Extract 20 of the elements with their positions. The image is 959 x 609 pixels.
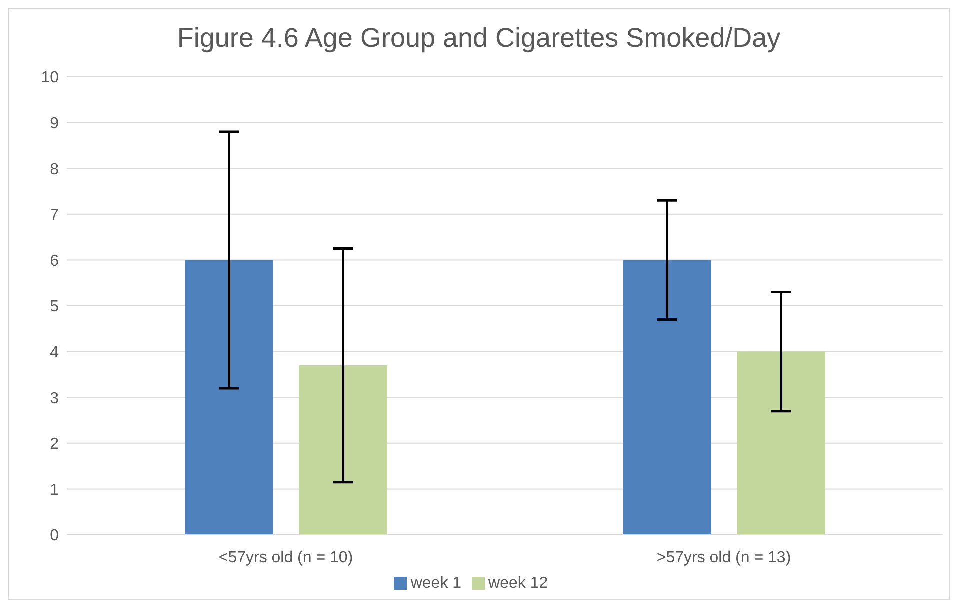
x-tick-label: >57yrs old (n = 13) — [656, 549, 792, 566]
legend-label: week 1 — [410, 575, 462, 592]
bar — [299, 366, 388, 535]
x-tick-label: <57yrs old (n = 10) — [218, 549, 354, 566]
legend-label: week 12 — [488, 575, 548, 592]
y-tick-label: 0 — [50, 528, 60, 545]
y-tick-label: 8 — [50, 161, 60, 178]
y-tick-label: 10 — [41, 70, 60, 87]
y-tick-label: 2 — [50, 436, 60, 454]
y-tick-label: 4 — [50, 344, 60, 362]
y-tick-label: 7 — [50, 207, 60, 224]
bar — [623, 260, 712, 535]
y-tick-label: 9 — [50, 115, 60, 132]
y-tick-label: 6 — [50, 252, 60, 270]
y-tick-label: 1 — [50, 482, 60, 499]
y-tick-label: 3 — [50, 390, 60, 408]
y-tick-label: 5 — [50, 298, 60, 316]
bar — [737, 352, 826, 535]
bar — [185, 260, 274, 535]
chart-title: Figure 4.6 Age Group and Cigarettes Smoked/Day — [176, 22, 782, 55]
